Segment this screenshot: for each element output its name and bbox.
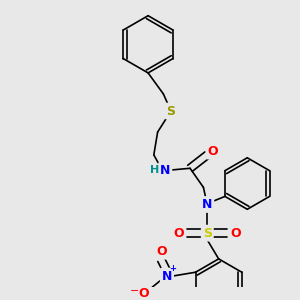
Text: O: O xyxy=(230,226,241,240)
Text: N: N xyxy=(162,269,172,283)
Text: N: N xyxy=(160,164,170,177)
Text: O: O xyxy=(173,226,184,240)
Text: H: H xyxy=(150,165,159,175)
Text: O: O xyxy=(139,287,149,300)
Text: S: S xyxy=(167,105,176,118)
Text: O: O xyxy=(230,226,241,240)
Text: O: O xyxy=(173,226,184,240)
Text: N: N xyxy=(202,198,212,211)
Text: O: O xyxy=(208,145,218,158)
Text: +: + xyxy=(169,264,176,273)
Text: S: S xyxy=(203,226,212,240)
Text: H: H xyxy=(150,165,159,175)
Text: O: O xyxy=(156,245,166,258)
Text: N: N xyxy=(202,198,212,211)
Text: O: O xyxy=(208,145,218,158)
Text: N: N xyxy=(160,164,170,177)
Text: −: − xyxy=(130,286,139,296)
Text: O: O xyxy=(139,287,149,300)
Text: S: S xyxy=(203,226,212,240)
Text: N: N xyxy=(162,269,172,283)
Text: S: S xyxy=(167,105,176,118)
Text: O: O xyxy=(156,245,166,258)
